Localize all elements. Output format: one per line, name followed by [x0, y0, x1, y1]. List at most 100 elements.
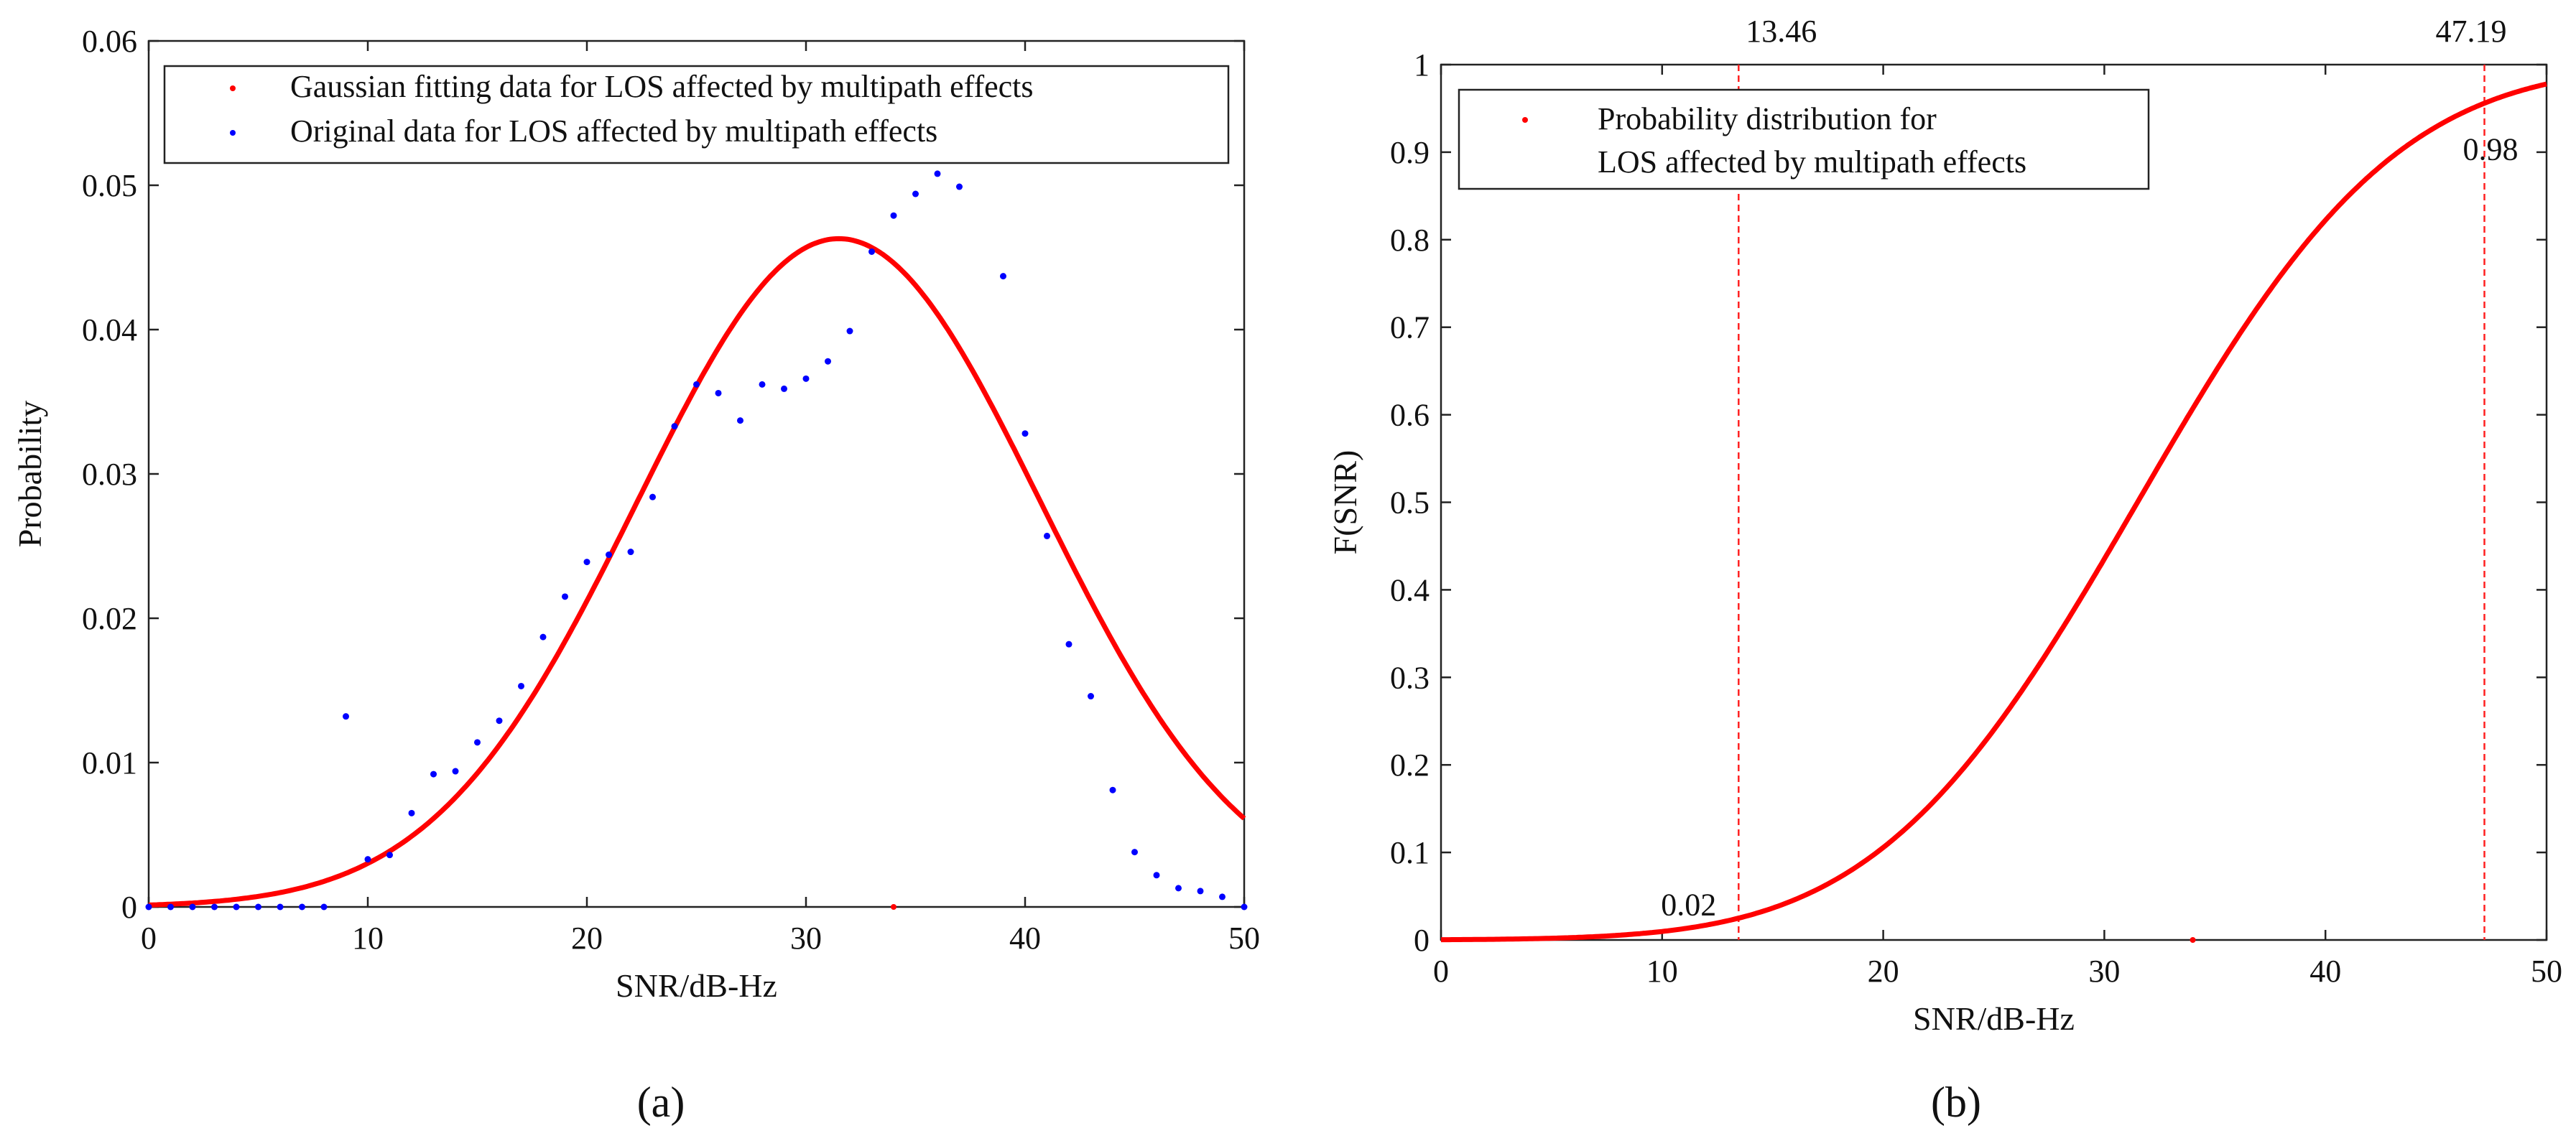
y-axis-label: F(SNR)	[1327, 450, 1363, 555]
data-point	[474, 739, 481, 746]
data-point	[912, 190, 919, 197]
data-point	[802, 375, 810, 382]
data-point	[1175, 885, 1182, 892]
x-tick-label: 20	[571, 921, 603, 956]
legend-entry: Original data for LOS affected by multip…	[290, 113, 937, 149]
x-tick-label: 0	[141, 921, 157, 956]
y-tick-label: 0	[121, 890, 137, 925]
data-point	[737, 417, 743, 424]
x-tick-label: 20	[1868, 954, 1899, 989]
data-point	[1065, 641, 1072, 648]
legend-entry: Gaussian fitting data for LOS affected b…	[290, 69, 1034, 104]
data-point	[693, 381, 700, 388]
y-tick-label: 0.4	[1390, 572, 1430, 607]
plot-frame	[1440, 63, 2548, 941]
data-point	[868, 248, 875, 255]
x-tick-label: 0	[1433, 954, 1449, 989]
data-point	[343, 713, 349, 720]
y-tick-label: 0.06	[82, 24, 137, 59]
data-point	[1088, 693, 1094, 700]
x-axis-label: SNR/dB-Hz	[616, 967, 777, 1004]
y-tick-label: 0.7	[1390, 310, 1430, 345]
data-point	[255, 903, 261, 911]
y-tick-label: 0.2	[1390, 748, 1430, 783]
data-point	[956, 183, 963, 190]
y-tick-label: 0.1	[1390, 835, 1430, 870]
y-tick-label: 0.02	[82, 601, 137, 636]
annotation-label: 13.46	[1746, 14, 1817, 49]
x-axis-label: SNR/dB-Hz	[1913, 1000, 2075, 1037]
data-point	[781, 385, 787, 392]
y-tick-label: 1	[1414, 47, 1430, 83]
x-tick-label: 40	[1009, 921, 1041, 956]
legend-box	[1458, 88, 2150, 190]
series-line	[148, 236, 1246, 908]
y-tick-label: 0.05	[82, 168, 137, 203]
data-point	[1044, 532, 1050, 539]
plot-frame	[147, 39, 1246, 908]
x-tick-label: 10	[1646, 954, 1678, 989]
data-point	[1153, 872, 1160, 879]
series-line	[1441, 81, 2547, 943]
data-point	[671, 423, 678, 430]
data-point	[825, 358, 831, 365]
data-point	[299, 903, 305, 911]
x-tick-label: 50	[1228, 921, 1260, 956]
data-point	[846, 327, 853, 335]
data-point	[211, 903, 218, 911]
data-point	[386, 852, 393, 859]
data-point	[890, 212, 897, 219]
data-point	[364, 856, 371, 863]
data-point	[934, 170, 941, 177]
data-point	[649, 493, 656, 501]
y-axis-label: Probability	[11, 401, 48, 547]
data-point	[1197, 888, 1204, 895]
y-tick-label: 0.6	[1390, 398, 1430, 433]
panel-label: (a)	[637, 1079, 685, 1126]
annotation-label: 47.19	[2436, 14, 2507, 49]
data-point	[408, 809, 415, 816]
data-point	[277, 903, 284, 911]
y-tick-label: 0.3	[1390, 660, 1430, 695]
data-point	[759, 381, 766, 388]
legend-box	[163, 65, 1230, 164]
y-tick-label: 0.5	[1390, 485, 1430, 521]
y-tick-label: 0.8	[1390, 223, 1430, 258]
data-point	[189, 903, 196, 911]
legend-entry-line-1: Probability distribution for	[1598, 101, 1937, 136]
x-tick-label: 40	[2309, 954, 2341, 989]
legend-marker	[1522, 117, 1528, 123]
data-point	[715, 389, 722, 396]
data-point	[145, 903, 152, 911]
x-tick-label: 30	[790, 921, 822, 956]
data-point	[1109, 786, 1116, 793]
data-point	[167, 903, 174, 911]
panel-label: (b)	[1931, 1079, 1981, 1126]
fit-data-marker	[2190, 937, 2196, 943]
data-point	[452, 768, 459, 775]
y-tick-label: 0.04	[82, 312, 137, 348]
data-point	[606, 551, 612, 559]
y-tick-label: 0.03	[82, 457, 137, 492]
data-point	[233, 903, 240, 911]
y-tick-label: 0.01	[82, 745, 137, 781]
annotation-label: 0.98	[2463, 131, 2519, 167]
data-point	[496, 717, 503, 725]
data-point	[1000, 273, 1006, 280]
data-point	[1241, 903, 1248, 911]
fit-data-marker	[891, 904, 896, 910]
chart-panel-b: 0 10 20 30 40 50 0 0.1 0.2 0.3 0.4 0.5 0.6 0.7 0.8 0.9 1…	[1327, 14, 2562, 1126]
data-point	[583, 559, 590, 566]
data-point	[627, 549, 634, 556]
data-point	[1219, 893, 1226, 900]
x-tick-label: 10	[352, 921, 384, 956]
data-point	[430, 770, 437, 778]
data-point	[539, 633, 547, 641]
y-tick-label: 0.9	[1390, 135, 1430, 170]
x-tick-label: 50	[2531, 954, 2562, 989]
chart-panel-a: 0 10 20 30 40 50 0 0.01 0.02 0.03 0.04 0.05 0.06 SNR/…	[11, 24, 1260, 1126]
data-point	[518, 682, 524, 689]
data-point	[1131, 849, 1138, 856]
data-point	[562, 593, 568, 600]
